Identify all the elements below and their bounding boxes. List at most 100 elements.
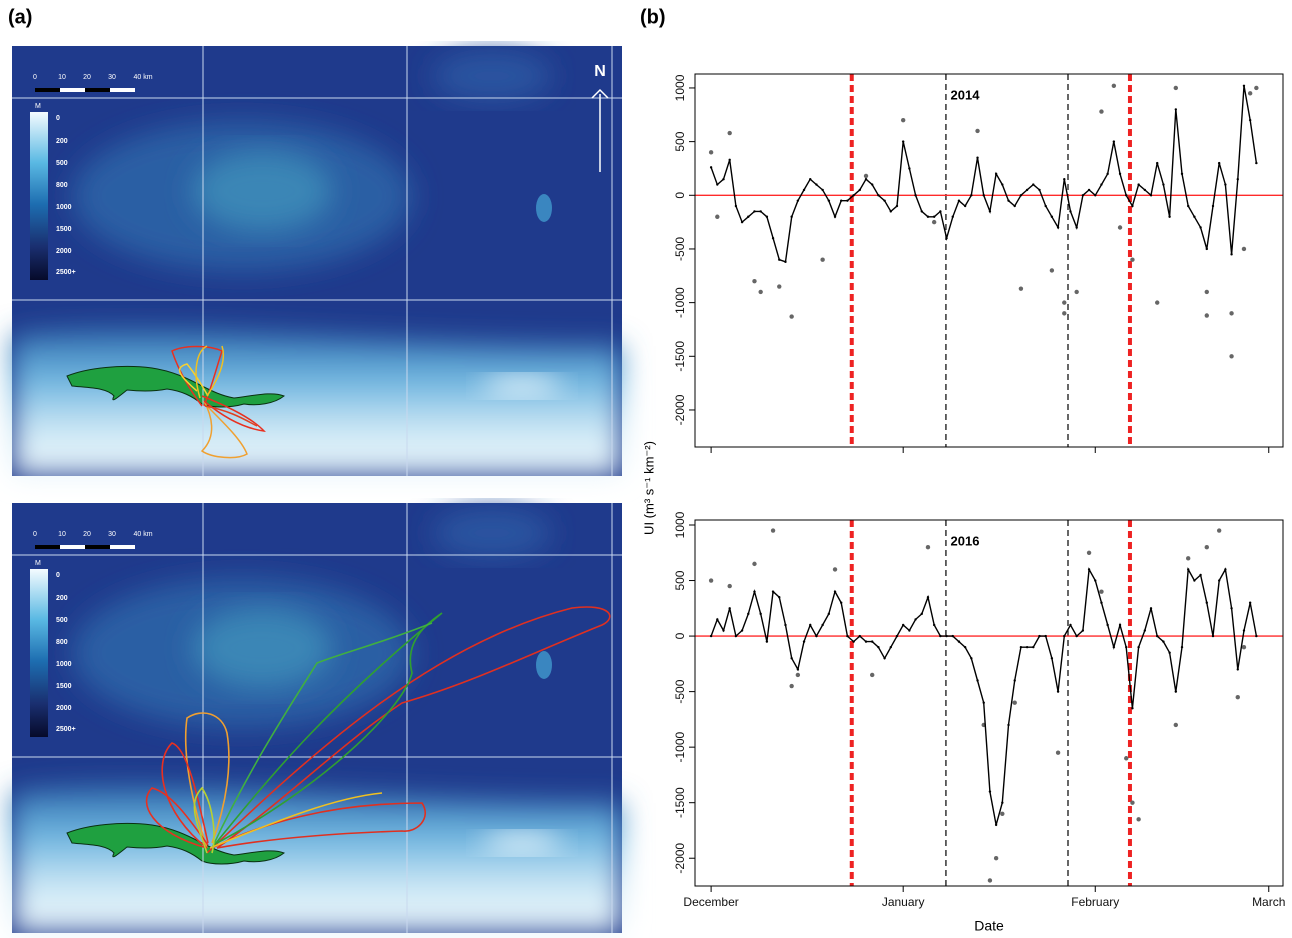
line-vertex [790,216,792,218]
line-vertex [914,194,916,196]
data-point [1205,313,1209,317]
line-vertex [778,258,780,260]
line-vertex [883,657,885,659]
line-vertex [759,613,761,615]
data-point [1229,311,1233,315]
scale-label: 0 [33,74,37,81]
data-point [709,150,713,154]
line-vertex [1100,183,1102,185]
line-vertex [865,178,867,180]
line-vertex [1119,624,1121,626]
data-point [727,131,731,135]
line-vertex [1020,646,1022,648]
line-vertex [921,210,923,212]
panel-label: (a) [8,6,32,28]
data-point [709,578,713,582]
line-vertex [1131,707,1133,709]
x-tick-label: January [882,895,925,909]
chart: 10005000-500-1000-1500-20002014 [673,74,1283,453]
chart-title: 2016 [951,533,980,548]
line-vertex [815,635,817,637]
line-vertex [1119,173,1121,175]
y-tick-label: -1500 [673,787,687,818]
line-vertex [728,607,730,609]
line-vertex [741,629,743,631]
data-point [1056,751,1060,755]
line-vertex [716,183,718,185]
line-vertex [1230,253,1232,255]
data-point [820,257,824,261]
data-point [1242,247,1246,251]
line-vertex [735,205,737,207]
line-vertex [1175,690,1177,692]
data-point [796,673,800,677]
data-point [1062,300,1066,304]
line-vertex [952,635,954,637]
line-vertex [1014,679,1016,681]
line-vertex [1193,216,1195,218]
line-vertex [815,183,817,185]
line-vertex [1007,199,1009,201]
line-vertex [1199,574,1201,576]
scale-label: 10 [58,74,66,81]
line-vertex [976,157,978,159]
line-vertex [958,640,960,642]
line-vertex [1044,205,1046,207]
line-vertex [1249,119,1251,121]
y-tick-label: -1500 [673,341,687,372]
line-vertex [797,668,799,670]
y-tick-label: 1000 [673,74,687,101]
map-background [12,46,622,476]
line-vertex [1249,602,1251,604]
x-tick-label: February [1071,895,1119,909]
scale-label: 10 [58,531,66,538]
legend-label: 1500 [56,226,72,233]
line-vertex [1113,140,1115,142]
line-vertex [852,194,854,196]
data-point [1205,545,1209,549]
line-vertex [722,629,724,631]
y-tick-label: 0 [673,632,687,639]
line-vertex [890,210,892,212]
plot-frame [695,520,1283,886]
line-vertex [759,210,761,212]
line-vertex [803,189,805,191]
line-vertex [1057,690,1059,692]
data-point [833,567,837,571]
data-point [1000,812,1004,816]
line-vertex [772,237,774,239]
line-vertex [1230,607,1232,609]
legend-label: 1000 [56,204,72,211]
data-point [752,562,756,566]
legend-label: 0 [56,115,60,122]
y-axis-label: UI (m³ s⁻¹ km⁻²) [641,441,656,535]
line-vertex [1082,194,1084,196]
series-line [711,86,1256,262]
line-vertex [1106,173,1108,175]
y-tick-label: -1000 [673,287,687,318]
figure: 010203040 kmM02005008001000150020002500+… [0,0,1292,938]
line-vertex [1032,183,1034,185]
line-vertex [995,824,997,826]
line-vertex [1212,205,1214,207]
line-vertex [846,635,848,637]
line-vertex [1212,635,1214,637]
line-vertex [995,173,997,175]
scale-label: 30 [108,531,116,538]
line-vertex [896,635,898,637]
map-bottom: 010203040 kmM02005008001000150020002500+ [12,503,622,933]
data-point [1254,86,1258,90]
chart-title: 2014 [951,87,981,102]
line-vertex [784,261,786,263]
line-vertex [1181,646,1183,648]
line-vertex [896,205,898,207]
line-vertex [741,221,743,223]
line-vertex [939,210,941,212]
line-vertex [970,194,972,196]
data-point [870,673,874,677]
line-vertex [784,624,786,626]
line-vertex [1038,635,1040,637]
legend-title: M [35,103,41,110]
legend-label: 2500+ [56,726,76,733]
line-vertex [1218,579,1220,581]
